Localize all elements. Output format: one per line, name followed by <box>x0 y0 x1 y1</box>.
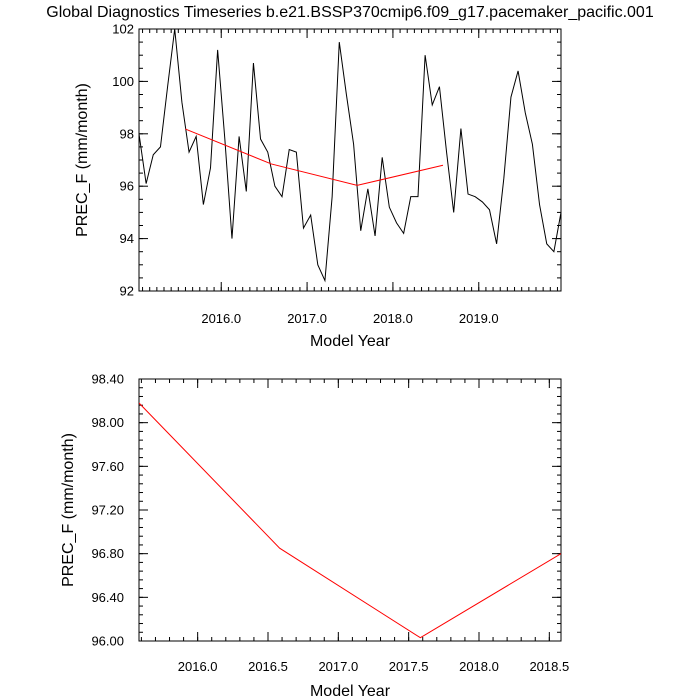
y-tick-label: 98.00 <box>91 415 124 430</box>
x-tick-label: 2017.5 <box>389 659 429 674</box>
figure-title: Global Diagnostics Timeseries b.e21.BSSP… <box>46 4 654 21</box>
x-tick-label: 2017.0 <box>318 659 358 674</box>
y-tick-label: 100 <box>112 74 134 89</box>
series-line-annual <box>139 402 561 639</box>
y-tick-label: 97.20 <box>91 503 124 518</box>
x-axis-label: Model Year <box>310 683 391 700</box>
plot-frame <box>138 28 562 292</box>
x-tick-label: 2018.0 <box>459 659 499 674</box>
y-tick-label: 94 <box>120 231 134 246</box>
x-axis-label: Model Year <box>310 333 391 350</box>
x-tick-label: 2016.0 <box>201 311 241 326</box>
series-line-annual <box>185 128 444 186</box>
y-tick-label: 96 <box>120 179 134 194</box>
x-tick-label: 2018.5 <box>529 659 569 674</box>
y-tick-label: 96.00 <box>91 634 124 649</box>
x-tick-label: 2016.5 <box>248 659 288 674</box>
x-tick-label: 2019.0 <box>459 311 499 326</box>
plot-frame <box>138 378 562 642</box>
y-axis-label: PREC_F (mm/month) <box>74 83 91 237</box>
x-tick-label: 2018.0 <box>373 311 413 326</box>
y-tick-label: 102 <box>112 22 134 37</box>
y-tick-label: 97.60 <box>91 459 124 474</box>
y-axis-label: PREC_F (mm/month) <box>60 433 77 587</box>
top-chart-panel: 2016.0 2017.0 2018.0 2019.0 92 94 96 98 100 102 Mo… <box>74 22 562 350</box>
y-tick-label: 92 <box>120 284 134 299</box>
series-line-monthly <box>139 29 561 283</box>
bottom-chart-panel: 2016.0 2016.5 2017.0 2017.5 2018.0 2018.5 96.0… <box>60 372 569 700</box>
x-tick-label: 2016.0 <box>178 659 218 674</box>
y-tick-label: 98.40 <box>91 372 124 387</box>
y-tick-label: 96.80 <box>91 546 124 561</box>
y-tick-label: 96.40 <box>91 590 124 605</box>
y-tick-label: 98 <box>120 126 134 141</box>
x-tick-label: 2017.0 <box>287 311 327 326</box>
